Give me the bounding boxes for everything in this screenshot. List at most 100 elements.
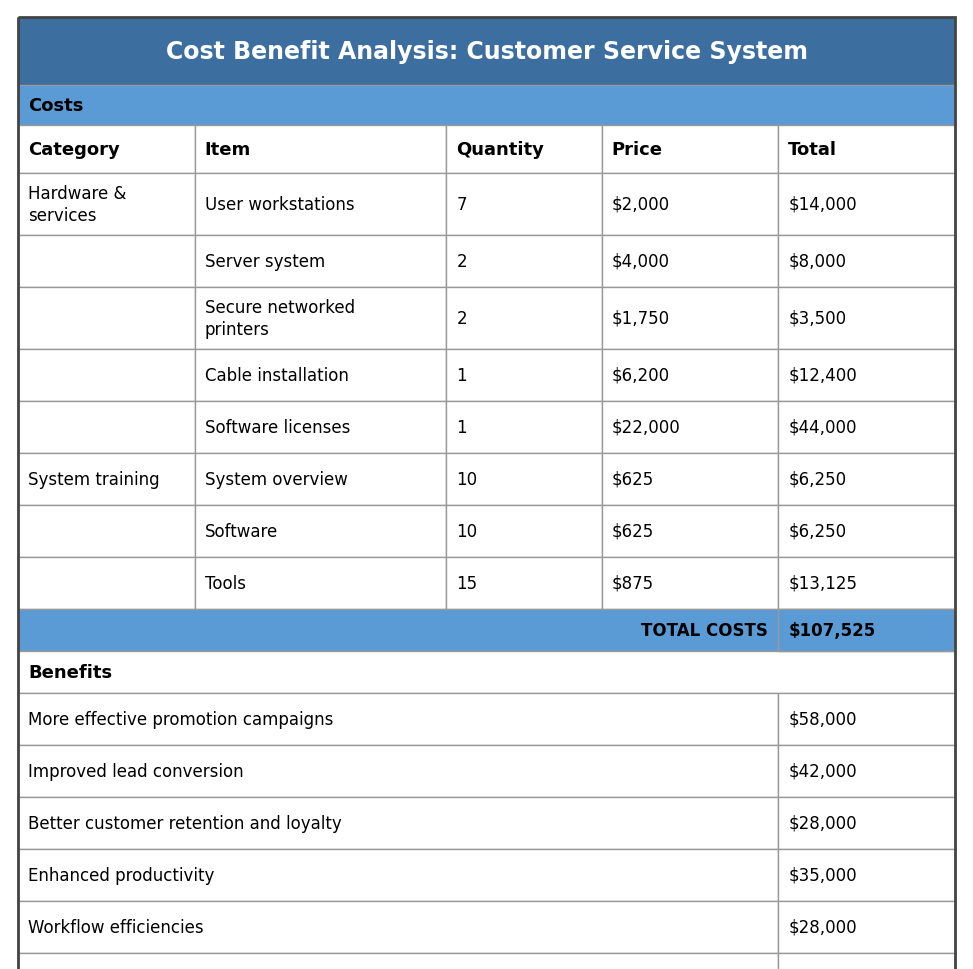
Text: $6,250: $6,250 [788,471,847,488]
Text: Total: Total [788,141,838,159]
Bar [18,288,195,350]
Bar [18,797,778,849]
Bar [18,693,778,745]
Bar [778,235,955,288]
Text: Cable installation: Cable installation [204,366,348,385]
Bar [601,126,778,173]
Text: $35,000: $35,000 [788,866,857,884]
Bar [195,235,447,288]
Text: $58,000: $58,000 [788,710,857,729]
Text: $6,250: $6,250 [788,522,847,541]
Text: $107,525: $107,525 [788,621,876,640]
Text: Improved lead conversion: Improved lead conversion [28,763,243,780]
Bar [778,288,955,350]
Text: Server system: Server system [204,253,325,270]
Bar [18,350,195,401]
Text: 2: 2 [456,310,467,328]
Bar [778,350,955,401]
Bar [195,173,447,235]
Text: $2,000: $2,000 [612,196,669,214]
Bar [778,506,955,557]
Bar [447,126,601,173]
Text: Better customer retention and loyalty: Better customer retention and loyalty [28,814,342,832]
Bar [447,235,601,288]
Bar [18,126,195,173]
Bar [447,350,601,401]
Bar [447,453,601,506]
Text: 7: 7 [456,196,467,214]
Bar [195,288,447,350]
Text: More effective promotion campaigns: More effective promotion campaigns [28,710,334,729]
Bar [778,797,955,849]
Text: $13,125: $13,125 [788,575,857,592]
Bar [447,401,601,453]
Text: $42,000: $42,000 [788,763,857,780]
Text: 10: 10 [456,471,478,488]
Text: $1,750: $1,750 [612,310,669,328]
Text: $14,000: $14,000 [788,196,857,214]
Bar [778,557,955,610]
Bar [778,126,955,173]
Bar [601,173,778,235]
Bar [778,610,955,651]
Text: 15: 15 [456,575,478,592]
Bar [18,86,955,126]
Bar [18,173,195,235]
Text: $625: $625 [612,522,654,541]
Text: 1: 1 [456,366,467,385]
Text: $875: $875 [612,575,654,592]
Text: Quantity: Quantity [456,141,544,159]
Text: Benefits: Benefits [28,664,112,681]
Bar [18,506,195,557]
Text: $6,200: $6,200 [612,366,669,385]
Text: 2: 2 [456,253,467,270]
Bar [18,610,955,651]
Text: User workstations: User workstations [204,196,354,214]
Bar [18,849,778,901]
Text: Enhanced productivity: Enhanced productivity [28,866,214,884]
Text: Software: Software [204,522,278,541]
Bar [18,901,778,953]
Bar [778,693,955,745]
Bar [778,849,955,901]
Text: $44,000: $44,000 [788,419,857,437]
Bar [601,288,778,350]
Bar [601,557,778,610]
Bar [18,18,955,86]
Text: Workflow efficiencies: Workflow efficiencies [28,918,203,936]
Bar [447,288,601,350]
Text: TOTAL COSTS: TOTAL COSTS [641,621,769,640]
Bar [18,651,955,693]
Text: $22,000: $22,000 [612,419,680,437]
Bar [195,506,447,557]
Text: $3,500: $3,500 [788,310,847,328]
Bar [778,453,955,506]
Text: $8,000: $8,000 [788,253,847,270]
Bar [195,453,447,506]
Text: Tools: Tools [204,575,246,592]
Text: $625: $625 [612,471,654,488]
Bar [778,901,955,953]
Bar [195,401,447,453]
Bar [18,953,778,969]
Bar [778,745,955,797]
Bar [601,401,778,453]
Bar [778,953,955,969]
Bar [18,745,778,797]
Bar [601,453,778,506]
Bar [195,126,447,173]
Bar [18,557,195,610]
Bar [18,453,195,506]
Bar [18,235,195,288]
Bar [601,235,778,288]
Bar [601,506,778,557]
Text: Price: Price [612,141,663,159]
Bar [601,350,778,401]
Text: System overview: System overview [204,471,347,488]
Text: $28,000: $28,000 [788,814,857,832]
Text: 10: 10 [456,522,478,541]
Text: $28,000: $28,000 [788,918,857,936]
Bar [778,173,955,235]
Text: Secure networked
printers: Secure networked printers [204,298,355,339]
Bar [195,350,447,401]
